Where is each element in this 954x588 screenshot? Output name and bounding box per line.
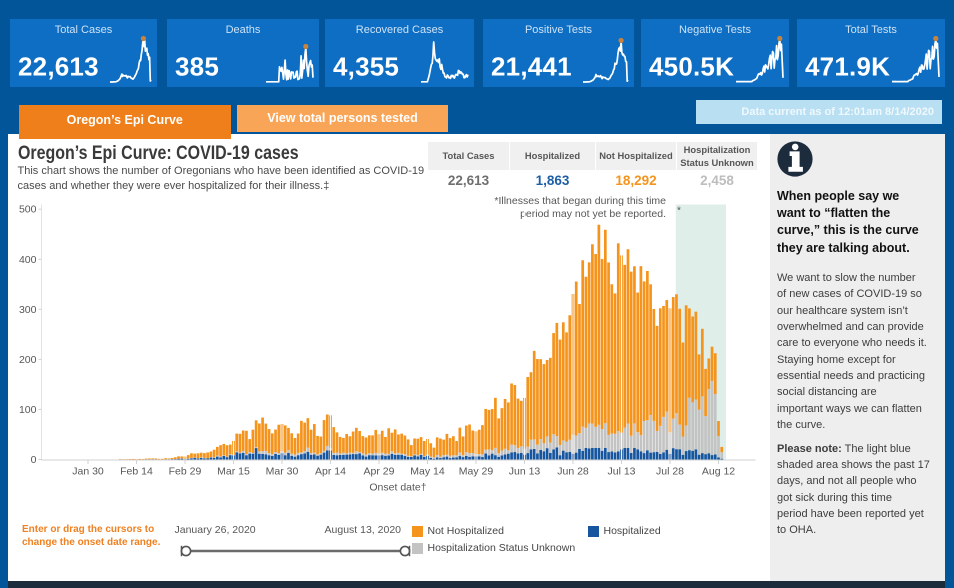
svg-text:Feb 14: Feb 14 (120, 465, 153, 477)
svg-text:Jun 28: Jun 28 (557, 465, 589, 477)
svg-text:Feb 29: Feb 29 (169, 465, 202, 477)
svg-text:400: 400 (19, 253, 37, 265)
svg-text:300: 300 (19, 303, 37, 315)
svg-text:Mar 30: Mar 30 (266, 465, 299, 477)
svg-text:Mar 15: Mar 15 (217, 465, 250, 477)
svg-text:Jul 28: Jul 28 (656, 465, 684, 477)
svg-text:May 14: May 14 (410, 465, 445, 477)
svg-text:May 29: May 29 (459, 465, 494, 477)
svg-text:*: * (677, 205, 681, 216)
svg-text:200: 200 (19, 353, 37, 365)
svg-text:0: 0 (31, 454, 37, 466)
svg-text:Jul 13: Jul 13 (607, 465, 635, 477)
svg-text:Apr 29: Apr 29 (364, 465, 395, 477)
svg-text:Jun 13: Jun 13 (509, 465, 541, 477)
svg-text:Jan 30: Jan 30 (72, 465, 104, 477)
svg-text:Apr 14: Apr 14 (315, 465, 346, 477)
svg-text:100: 100 (19, 403, 37, 415)
svg-text:500: 500 (19, 203, 37, 215)
svg-text:Onset date†: Onset date† (369, 481, 426, 493)
svg-text:Aug 12: Aug 12 (702, 465, 735, 477)
